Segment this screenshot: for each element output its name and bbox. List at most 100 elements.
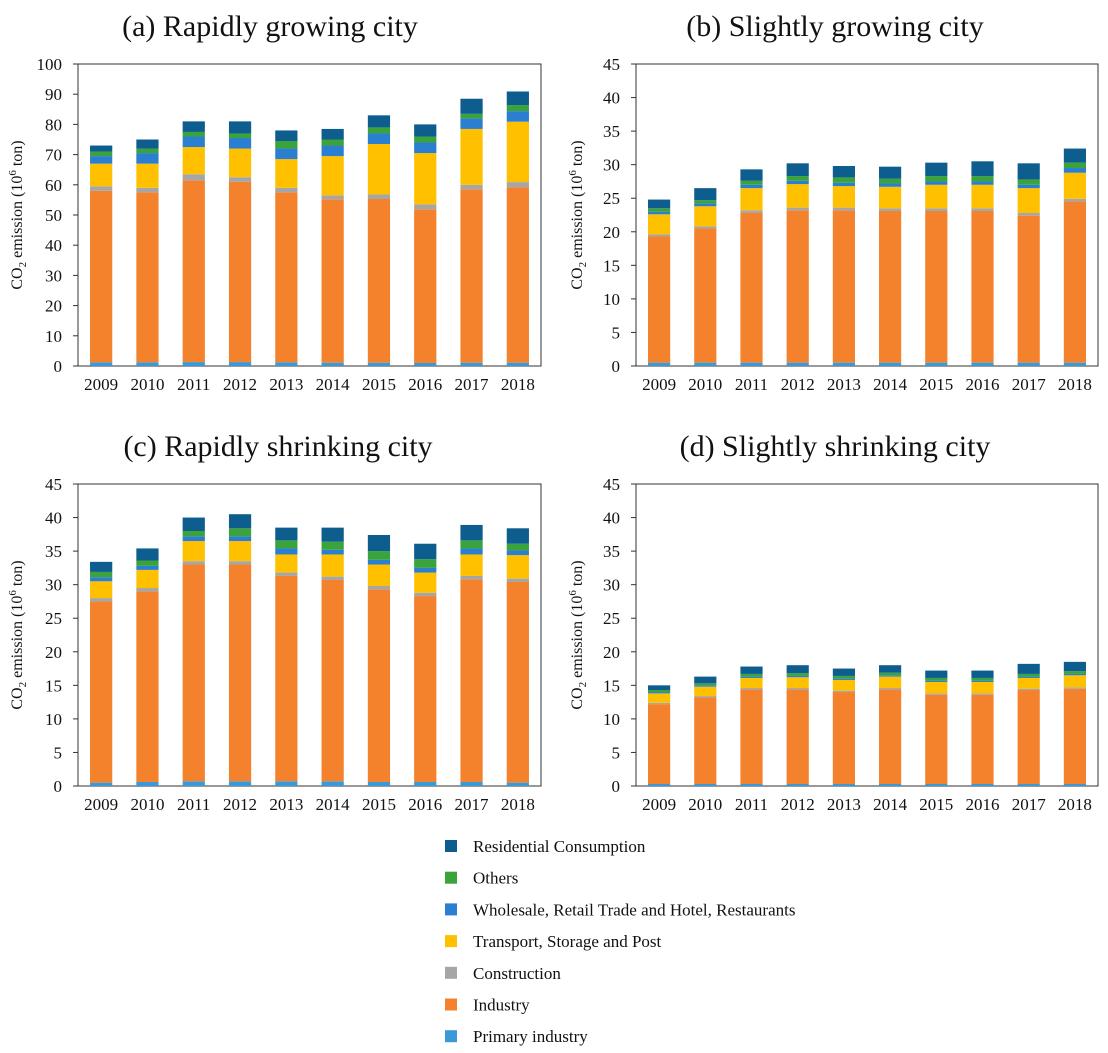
y-axis-label-part: 2 — [17, 262, 29, 268]
y-tick-label: 5 — [612, 743, 621, 762]
y-axis-label-part: CO — [569, 687, 586, 709]
bar-segment-industry — [740, 212, 763, 363]
bar-segment-transport-storage-and-post — [506, 121, 529, 183]
bar-segment-transport-storage-and-post — [460, 128, 483, 185]
bar-segment-industry — [228, 181, 252, 363]
x-tick-label: 2010 — [130, 795, 164, 814]
y-axis-label-part: 2 — [17, 682, 29, 688]
y-axis-label-part: 2 — [577, 262, 589, 268]
x-tick-label: 2011 — [735, 795, 768, 814]
bar-segment-primary-industry — [971, 362, 994, 366]
bar-segment-construction — [694, 226, 717, 229]
bar-segment-transport-storage-and-post — [694, 686, 717, 697]
legend-label: Wholesale, Retail Trade and Hotel, Resta… — [473, 900, 795, 919]
bar-segment-residential-consumption — [879, 166, 902, 179]
legend-swatch — [445, 903, 457, 916]
x-tick-label: 2018 — [501, 795, 535, 814]
bar-segment-wholesale-retail-trade-and-hotel-restaurants — [506, 550, 529, 556]
bar-segment-transport-storage-and-post — [321, 156, 344, 196]
y-tick-label: 25 — [45, 609, 62, 628]
bar-segment-others — [321, 541, 344, 550]
bar-segment-primary-industry — [1063, 783, 1086, 786]
bar-segment-residential-consumption — [971, 670, 994, 678]
bar-segment-industry — [740, 689, 763, 784]
bar-segment-primary-industry — [694, 783, 717, 786]
bar-segment-others — [832, 177, 855, 183]
bar-segment-industry — [506, 187, 529, 363]
bar-segment-primary-industry — [414, 781, 437, 786]
bar-segment-transport-storage-and-post — [182, 147, 205, 175]
y-tick-label: 5 — [54, 743, 63, 762]
bar-segment-industry — [460, 189, 483, 363]
x-tick-label: 2011 — [177, 795, 210, 814]
bar-segment-construction — [832, 690, 855, 693]
bar-segment-transport-storage-and-post — [414, 572, 437, 593]
bar-segment-construction — [321, 576, 344, 580]
y-tick-label: 25 — [603, 189, 620, 208]
x-tick-label: 2014 — [873, 795, 908, 814]
bar-segment-transport-storage-and-post — [786, 184, 809, 208]
chart-panel-3: (c) Rapidly shrinking city 0 5 10 15 20 25 30 35… — [7, 430, 542, 814]
bar-segment-wholesale-retail-trade-and-hotel-restaurants — [321, 549, 344, 555]
bar-segment-wholesale-retail-trade-and-hotel-restaurants — [740, 676, 763, 678]
y-axis-label-part: emission (10 — [9, 596, 26, 682]
bar-segment-residential-consumption — [832, 166, 855, 178]
bar-segment-wholesale-retail-trade-and-hotel-restaurants — [367, 133, 391, 145]
bar-segment-primary-industry — [228, 781, 252, 786]
bar-segment-construction — [228, 177, 252, 182]
bar-segment-construction — [90, 186, 113, 191]
x-tick-label: 2018 — [501, 375, 535, 394]
bar-segment-industry — [182, 180, 205, 363]
chart-title: (a) Rapidly growing city — [122, 10, 418, 43]
bar-segment-transport-storage-and-post — [275, 554, 298, 573]
bar-segment-transport-storage-and-post — [90, 581, 113, 599]
bar-segment-residential-consumption — [786, 163, 809, 177]
bar-segment-others — [879, 672, 902, 676]
bar-segment-primary-industry — [1063, 362, 1086, 366]
x-tick-label: 2013 — [269, 375, 303, 394]
bar-segment-transport-storage-and-post — [460, 554, 483, 576]
chart-title: (d) Slightly shrinking city — [680, 430, 991, 463]
x-tick-label: 2018 — [1058, 375, 1092, 394]
x-tick-label: 2012 — [781, 795, 815, 814]
bar-segment-transport-storage-and-post — [1017, 677, 1040, 689]
y-tick-label: 5 — [612, 323, 621, 342]
bar-segment-others — [1017, 673, 1040, 677]
bar-segment-wholesale-retail-trade-and-hotel-restaurants — [740, 184, 763, 189]
bar-segment-industry — [228, 564, 252, 782]
legend-label: Primary industry — [473, 1027, 588, 1046]
y-tick-label: 30 — [45, 576, 62, 595]
y-tick-label: 10 — [45, 327, 62, 346]
x-tick-label: 2015 — [362, 795, 396, 814]
bar-segment-residential-consumption — [460, 524, 483, 541]
bar-segment-construction — [367, 586, 391, 590]
bar-segment-primary-industry — [460, 362, 483, 366]
bar-segment-wholesale-retail-trade-and-hotel-restaurants — [786, 180, 809, 185]
bar-segment-residential-consumption — [367, 535, 391, 552]
bar-segment-primary-industry — [90, 362, 113, 366]
bar-segment-primary-industry — [367, 362, 391, 366]
bar-segment-industry — [786, 210, 809, 363]
bar-segment-primary-industry — [414, 362, 437, 366]
legend-label: Residential Consumption — [473, 837, 646, 856]
bar-segment-construction — [414, 592, 437, 597]
bar-segment-construction — [971, 693, 994, 695]
bar-segment-others — [367, 551, 391, 560]
bar-segment-industry — [136, 192, 159, 363]
bar-segment-residential-consumption — [460, 98, 483, 114]
bar-segment-industry — [136, 591, 159, 782]
bar-segment-transport-storage-and-post — [648, 693, 671, 703]
y-tick-label: 45 — [603, 475, 620, 494]
bar-segment-wholesale-retail-trade-and-hotel-restaurants — [228, 137, 252, 149]
y-axis-label-part: 2 — [577, 682, 589, 688]
bar-segment-residential-consumption — [1017, 663, 1040, 674]
y-tick-label: 40 — [45, 509, 62, 528]
y-tick-label: 45 — [603, 55, 620, 74]
bar-segment-primary-industry — [182, 781, 205, 786]
y-axis-label-part: ton) — [9, 560, 26, 590]
bar-segment-transport-storage-and-post — [228, 148, 252, 178]
x-tick-label: 2016 — [408, 375, 442, 394]
bar-segment-primary-industry — [506, 782, 529, 786]
bar-segment-residential-consumption — [786, 665, 809, 674]
bar-segment-industry — [367, 198, 391, 363]
